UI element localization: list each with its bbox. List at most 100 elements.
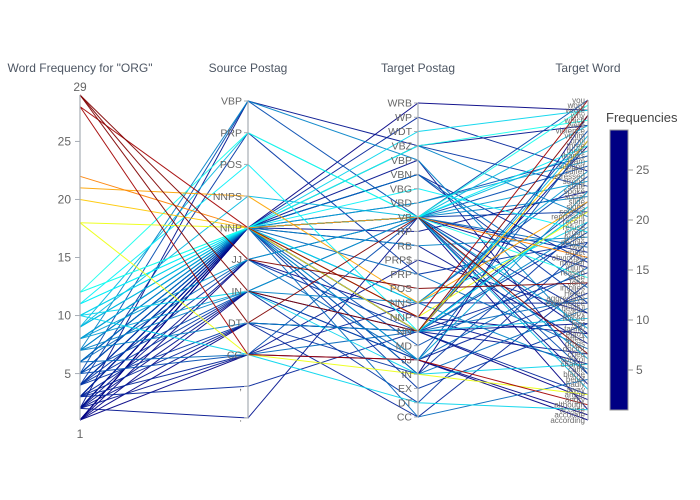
category-label: CC <box>227 349 243 361</box>
category-label: VBP <box>391 155 412 167</box>
data-line <box>79 201 589 386</box>
category-label: obviously <box>552 253 585 262</box>
category-label: RB <box>397 240 412 252</box>
category-label: suffer <box>565 167 585 176</box>
data-line <box>79 282 589 418</box>
data-line <box>79 258 589 363</box>
category-label: POS <box>220 159 242 171</box>
category-label: experience <box>546 299 586 308</box>
category-label: badly <box>566 380 585 389</box>
data-line <box>79 227 589 418</box>
category-label: accurate <box>554 411 585 420</box>
category-label: IN <box>402 369 413 381</box>
category-label: NNP <box>390 312 412 324</box>
category-label: recent <box>563 218 586 227</box>
data-line <box>79 94 589 355</box>
category-label: refuse <box>563 223 586 232</box>
category-label: doctor <box>563 345 586 354</box>
category-label: upset <box>565 248 585 257</box>
colorbar-tick-label: 20 <box>636 213 650 227</box>
category-label: case <box>568 274 585 283</box>
data-line <box>79 222 589 396</box>
category-label: aggressive <box>546 294 585 303</box>
data-line <box>79 227 589 374</box>
category-label: fear <box>571 319 585 328</box>
category-label: drugs <box>565 340 585 349</box>
category-label: charge <box>561 360 586 369</box>
category-label: thanks <box>561 152 585 161</box>
category-label: NNPS <box>213 191 242 203</box>
data-line <box>79 175 589 258</box>
category-label: slide <box>569 197 586 206</box>
data-line <box>79 100 589 375</box>
data-line <box>79 221 589 386</box>
data-line <box>79 195 589 390</box>
category-label: over <box>569 243 585 252</box>
category-label: RP <box>397 226 412 238</box>
data-line <box>79 104 589 293</box>
category-label: team <box>567 157 585 166</box>
category-label: PRP <box>390 269 412 281</box>
category-label: accuse <box>560 406 586 415</box>
data-line <box>79 140 589 333</box>
category-label: NNS <box>390 297 412 309</box>
colorbar-tick-label: 10 <box>636 313 650 327</box>
data-line <box>79 131 589 386</box>
category-label: several <box>559 208 585 217</box>
category-label: JJ <box>402 355 413 367</box>
data-line <box>79 216 589 360</box>
frequency-axis-max-label: 29 <box>73 80 87 94</box>
category-label: you <box>572 96 585 105</box>
category-label: injury <box>566 263 585 272</box>
colorbar-tick-label: 5 <box>636 363 643 377</box>
category-label: state <box>568 182 586 191</box>
data-line <box>79 241 589 404</box>
category-label: strong <box>563 177 585 186</box>
category-label: implies <box>560 284 585 293</box>
data-line <box>79 227 589 409</box>
category-label: VBD <box>390 198 412 210</box>
category-label: EX <box>398 383 412 395</box>
colorbar-tick-label: 15 <box>636 263 650 277</box>
category-label: enjoy <box>566 329 585 338</box>
frequency-axis-min-label: 1 <box>76 427 84 441</box>
category-label: PRP <box>220 127 242 139</box>
axis-title-word-frequency: Word Frequency for "ORG" <box>7 61 153 75</box>
category-label: John <box>568 279 585 288</box>
tick-label: 20 <box>58 193 72 207</box>
category-label: there <box>567 147 586 156</box>
category-label: IN <box>232 286 243 298</box>
category-label: NN <box>397 326 412 338</box>
tick-label: 15 <box>58 251 72 265</box>
category-label: WRB <box>388 98 413 110</box>
data-line <box>79 102 589 421</box>
category-label: reason <box>561 268 585 277</box>
category-label: belief <box>566 375 586 384</box>
category-label: social <box>565 192 586 201</box>
data-line <box>79 227 589 409</box>
category-label: forced <box>563 314 585 323</box>
category-label: argue <box>565 390 586 399</box>
category-label: , <box>239 381 242 393</box>
category-label: wrote <box>564 106 585 115</box>
category-label: VBP <box>221 96 242 108</box>
axis-title-target-word: Target Word <box>555 61 621 75</box>
data-line <box>79 290 589 375</box>
axis-title-target-postag: Target Postag <box>380 61 456 75</box>
category-label: victim <box>565 131 586 140</box>
tick-label: 10 <box>58 309 72 323</box>
category-label: Helen <box>564 289 585 298</box>
data-line <box>79 188 589 305</box>
colorbar: 5 10 15 20 25 <box>609 129 650 411</box>
data-line <box>79 99 589 318</box>
data-line <box>79 94 589 332</box>
category-label: calm <box>568 365 585 374</box>
category-label: . <box>239 413 242 425</box>
data-line <box>79 109 589 316</box>
data-line <box>79 163 589 333</box>
category-label: signs <box>566 202 585 211</box>
category-label: helpful <box>561 304 585 313</box>
category-label: DT <box>228 318 243 330</box>
category-label: blame <box>563 370 585 379</box>
